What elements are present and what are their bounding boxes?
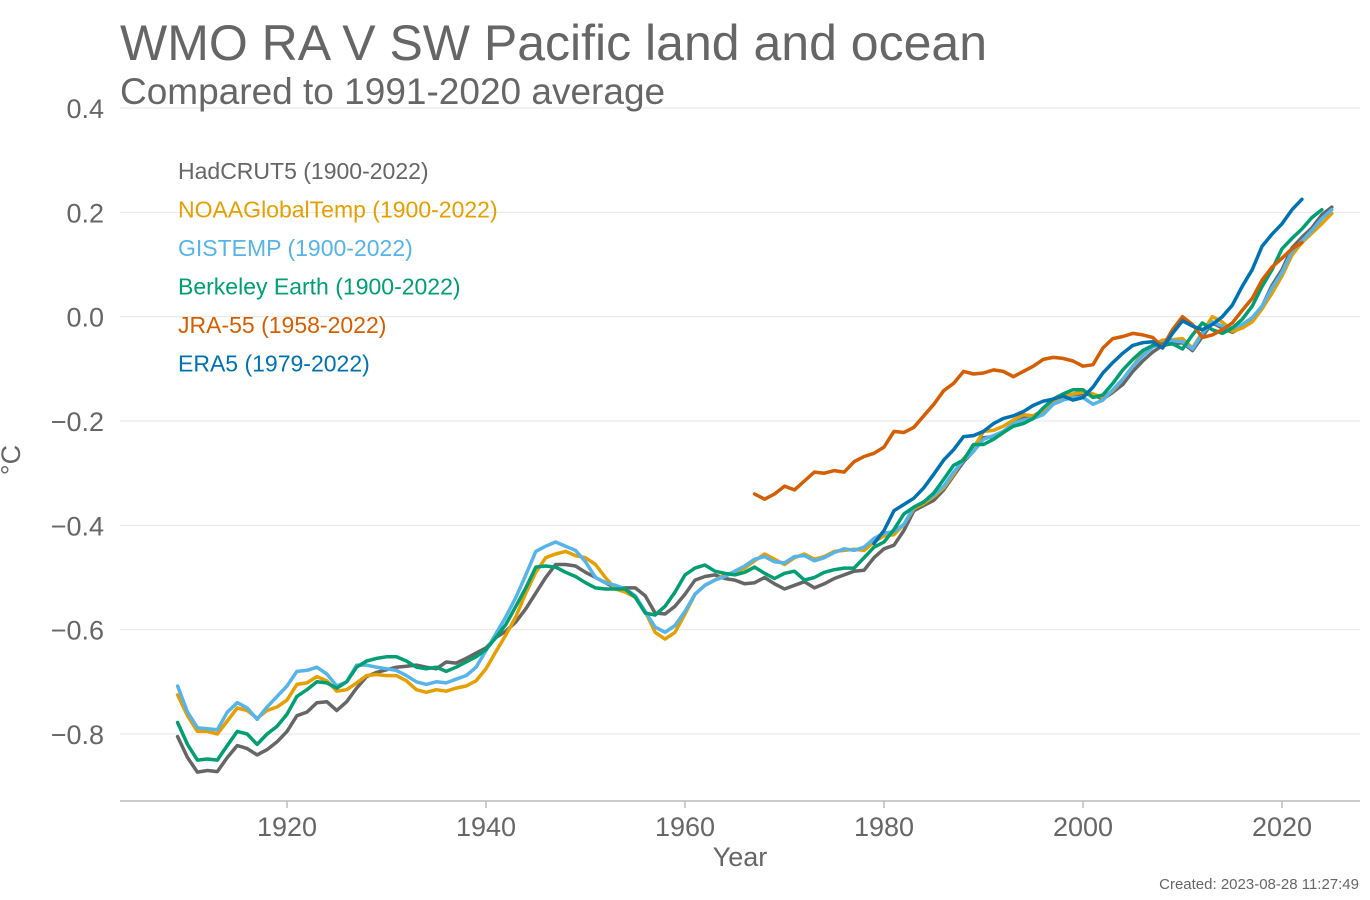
x-tick-label: 1960 xyxy=(655,812,715,842)
x-tick-label: 1940 xyxy=(456,812,516,842)
series-lines xyxy=(175,197,1334,774)
y-tick-label: −0.2 xyxy=(51,407,104,437)
created-timestamp: Created: 2023-08-28 11:27:49 xyxy=(1159,876,1359,893)
series-line-5 xyxy=(872,197,1304,546)
x-axis-label: Year xyxy=(713,842,768,872)
series-line-4 xyxy=(752,240,1304,501)
y-axis-label: °C xyxy=(0,445,26,475)
x-tick-label: 1980 xyxy=(854,812,914,842)
legend: HadCRUT5 (1900-2022) NOAAGlobalTemp (1900… xyxy=(178,158,498,377)
series-line-3 xyxy=(175,207,1324,762)
y-tick-label: −0.8 xyxy=(51,720,104,750)
x-axis: 1920 1940 1960 1980 2000 2020 xyxy=(120,800,1360,842)
grid-lines: −0.8 −0.6 −0.4 −0.2 0.0 0.2 0.4 xyxy=(51,94,1360,750)
series-line-2 xyxy=(175,207,1334,732)
x-tick-label: 2000 xyxy=(1053,812,1113,842)
y-tick-label: 0.2 xyxy=(66,198,104,228)
legend-entry: JRA-55 (1958-2022) xyxy=(178,312,386,338)
legend-entry: GISTEMP (1900-2022) xyxy=(178,235,413,261)
legend-entry: ERA5 (1979-2022) xyxy=(178,351,370,377)
y-tick-label: 0.4 xyxy=(66,94,104,124)
x-tick-label: 1920 xyxy=(257,812,317,842)
chart-title: WMO RA V SW Pacific land and ocean xyxy=(120,15,987,71)
chart-subtitle: Compared to 1991-2020 average xyxy=(120,71,665,112)
y-tick-label: −0.4 xyxy=(51,511,104,541)
y-tick-label: 0.0 xyxy=(66,303,104,333)
x-tick-label: 2020 xyxy=(1252,812,1312,842)
y-tick-label: −0.6 xyxy=(51,616,104,646)
legend-entry: Berkeley Earth (1900-2022) xyxy=(178,274,461,300)
legend-entry: HadCRUT5 (1900-2022) xyxy=(178,158,429,184)
legend-entry: NOAAGlobalTemp (1900-2022) xyxy=(178,197,498,223)
